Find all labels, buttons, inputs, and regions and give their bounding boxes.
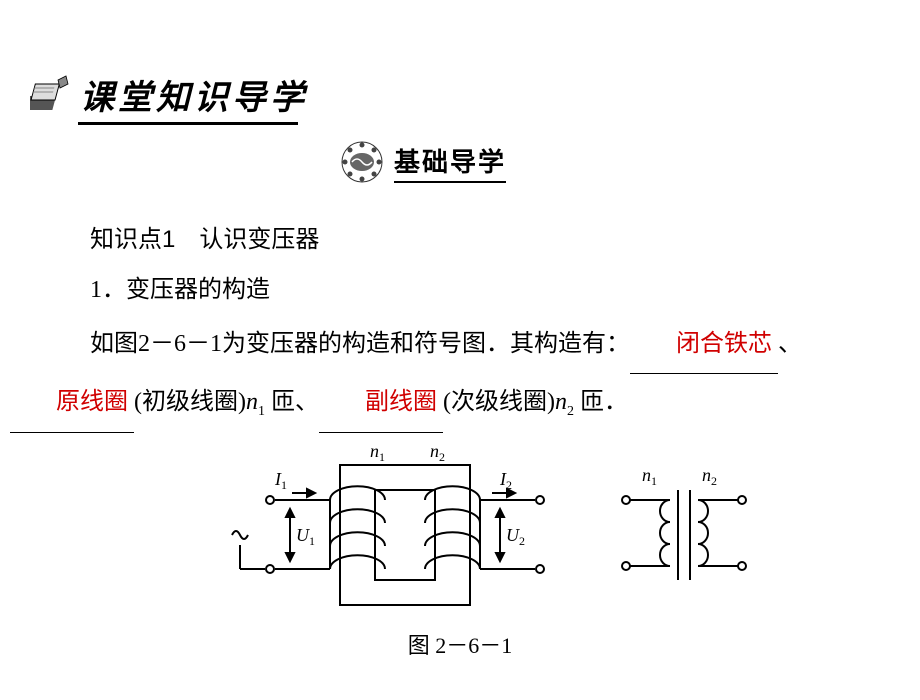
blank-2: 原线圈 [10, 374, 134, 433]
sym-n2: n2 [702, 465, 717, 488]
label-I1: I1 [274, 469, 287, 492]
diagram-area: I1 I2 U1 U2 n1 n2 n1 n2 [180, 435, 780, 630]
label-n2: n2 [430, 441, 445, 464]
sub-title: 基础导学 [394, 142, 506, 183]
sub-header: 基础导学 [340, 140, 506, 184]
book-icon [30, 74, 72, 116]
figure-caption: 图 2－6－1 [0, 628, 920, 660]
para-prefix: 如图2－6－1为变压器的构造和符号图．其构造有： [90, 331, 630, 357]
section-header: 课堂知识导学 [30, 70, 308, 119]
n2-var: n2 [555, 389, 574, 415]
transformer-diagram: I1 I2 U1 U2 n1 n2 n1 n2 [180, 435, 780, 625]
content-body: 知识点1 认识变压器 1．变压器的构造 如图2－6－1为变压器的构造和符号图．其… [50, 215, 870, 433]
label-U1: U1 [296, 525, 315, 548]
medallion-icon [340, 140, 384, 184]
paren-1: (初级线圈) [134, 389, 246, 415]
sym-n1: n1 [642, 465, 657, 488]
section-title: 课堂知识导学 [80, 70, 308, 119]
section-underline [78, 122, 298, 125]
blank-1: 闭合铁芯 [630, 316, 778, 375]
unit-2: 匝． [574, 389, 628, 415]
label-n1: n1 [370, 441, 385, 464]
label-I2: I2 [499, 469, 512, 492]
item-1: 1．变压器的构造 [90, 265, 870, 315]
unit-1: 匝、 [265, 389, 319, 415]
paragraph: 如图2－6－1为变压器的构造和符号图．其构造有：闭合铁芯、 原线圈(初级线圈)n… [50, 316, 870, 433]
blank-3: 副线圈 [319, 374, 443, 433]
n1-var: n1 [246, 389, 265, 415]
paren-2: (次级线圈) [443, 389, 555, 415]
knowledge-point-title: 知识点1 认识变压器 [90, 215, 870, 265]
label-U2: U2 [506, 525, 525, 548]
